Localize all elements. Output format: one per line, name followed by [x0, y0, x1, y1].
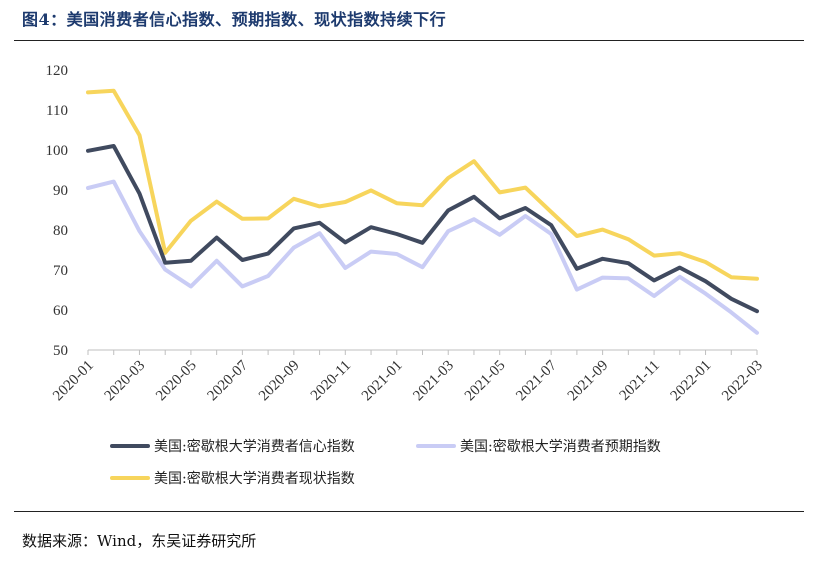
legend-label: 美国:密歇根大学消费者现状指数	[154, 470, 355, 487]
y-tick-label: 90	[53, 183, 68, 199]
x-tick-label: 2021-11	[617, 358, 663, 404]
x-tick-label: 2020-07	[205, 357, 252, 404]
y-tick-label: 50	[53, 343, 68, 359]
x-tick-label: 2020-03	[102, 358, 149, 405]
x-tick-label: 2021-03	[410, 358, 457, 405]
top-rule	[14, 40, 804, 41]
x-tick-label: 2020-05	[153, 358, 200, 405]
y-tick-label: 110	[46, 103, 68, 119]
bottom-rule	[14, 511, 804, 512]
legend-label: 美国:密歇根大学消费者信心指数	[154, 438, 355, 455]
x-tick-label: 2021-07	[513, 357, 560, 404]
x-tick-label: 2021-05	[462, 358, 509, 405]
x-tick-label: 2022-01	[668, 358, 715, 405]
y-tick-label: 120	[46, 63, 69, 79]
y-tick-label: 60	[53, 303, 68, 319]
x-tick-label: 2020-11	[308, 358, 354, 404]
x-tick-label: 2020-09	[256, 358, 303, 405]
series-line	[86, 88, 759, 281]
x-tick-label: 2022-03	[719, 358, 766, 405]
x-tick-label: 2020-01	[50, 358, 97, 405]
figure-title: 图4：美国消费者信心指数、预期指数、现状指数持续下行	[22, 10, 447, 29]
source-note: 数据来源：Wind，东吴证券研究所	[22, 532, 257, 550]
x-tick-label: 2021-01	[359, 358, 406, 405]
y-tick-label: 70	[53, 263, 68, 279]
y-tick-label: 80	[53, 223, 68, 239]
series-layer	[86, 88, 759, 335]
legend-label: 美国:密歇根大学消费者预期指数	[460, 438, 661, 455]
chart-legend: 美国:密歇根大学消费者信心指数 美国:密歇根大学消费者预期指数美国:密歇根大学消费…	[110, 438, 661, 487]
series-line	[86, 179, 759, 335]
series-line	[86, 144, 759, 314]
y-tick-label: 100	[46, 143, 69, 159]
x-tick-label: 2021-09	[565, 358, 612, 405]
